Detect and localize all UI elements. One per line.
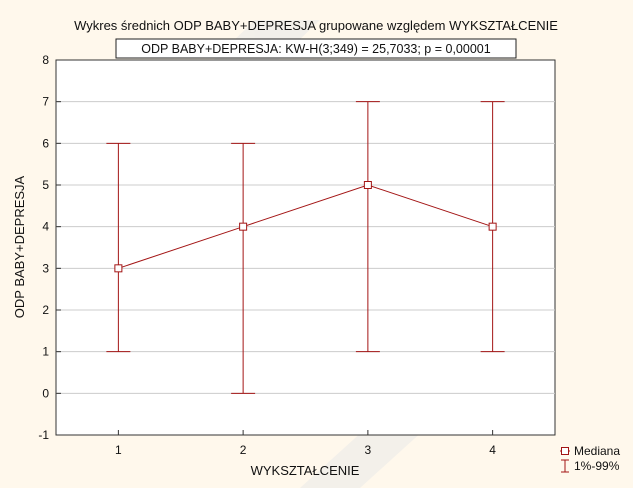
y-tick-label: 7 [42,95,49,109]
median-point [363,181,372,189]
series-layer [106,101,505,394]
y-tick-label: 0 [42,386,49,400]
grid-layer [56,101,555,394]
axis-layer: -1 0 1 2 3 4 5 6 7 8 1 2 3 4 [38,53,496,457]
x-tick-label: 4 [489,443,496,457]
y-tick-label: 3 [42,261,49,275]
median-line [118,184,493,269]
y-tick-label: 6 [42,136,49,150]
y-tick-label: 2 [42,303,49,317]
subtitle-box [115,38,517,59]
x-tick-label: 1 [115,443,122,457]
median-point [488,222,497,231]
y-axis-label: ODP BABY+DEPRESJA [12,175,27,318]
x-axis-label: WYKSZTAŁCENIE [251,463,360,478]
legend-median-marker [561,447,569,455]
plot-area [55,59,556,436]
x-tick-label: 2 [240,443,247,457]
y-tick-label: 4 [42,220,49,234]
y-tick-label: 1 [42,345,49,359]
median-point [239,222,248,231]
legend-label-median: Mediana [574,444,620,458]
x-tick-label: 3 [365,443,372,457]
y-tick-label: -1 [38,428,49,442]
y-tick-label: 5 [42,178,49,192]
chart-title: Wykres średnich ODP BABY+DEPRESJA grupow… [74,18,558,33]
chart-subtitle: ODP BABY+DEPRESJA: KW-H(3;349) = 25,7033… [141,42,490,56]
legend-label-range: 1%-99% [574,459,620,473]
y-tick-label: 8 [42,53,49,67]
median-point [114,264,123,273]
